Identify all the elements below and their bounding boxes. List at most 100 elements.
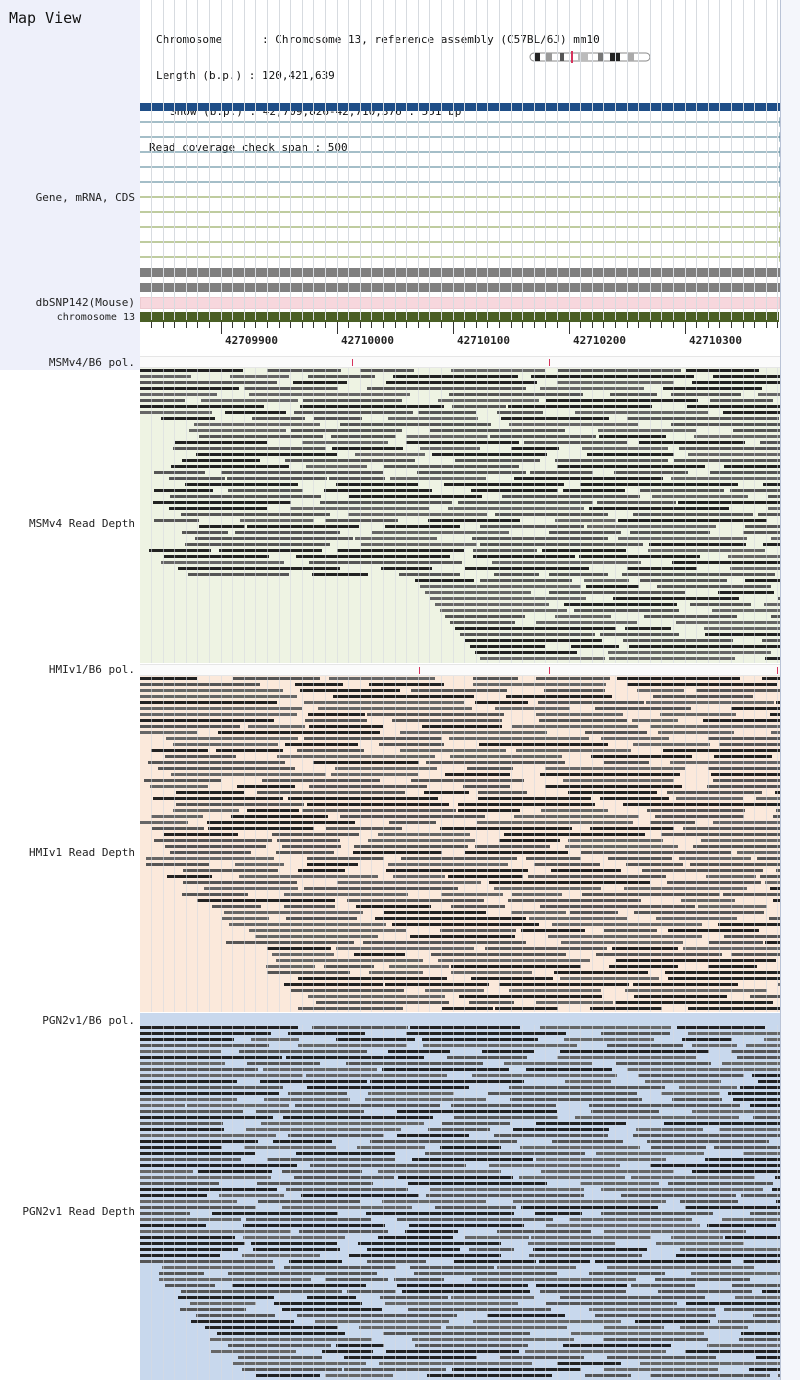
read-bar <box>604 761 649 764</box>
grid-line <box>151 676 152 1012</box>
read-bar <box>707 1224 776 1227</box>
read-bar <box>386 1350 519 1353</box>
read-bar <box>277 755 435 758</box>
axis-tick <box>766 322 767 328</box>
read-bar <box>144 779 221 782</box>
read-bar <box>440 929 516 932</box>
read-bar <box>631 1176 755 1179</box>
read-bar <box>778 597 780 600</box>
grid-line <box>719 676 720 1012</box>
tick-label-3: 42710100 <box>457 334 510 347</box>
read-bar <box>586 585 639 588</box>
axis-tick <box>731 322 732 328</box>
read-bar <box>585 1374 631 1377</box>
msm-pol-track[interactable] <box>140 356 780 368</box>
read-bar <box>406 441 519 444</box>
read-bar <box>246 1218 371 1221</box>
read-bar <box>701 839 780 842</box>
read-bar <box>294 411 413 414</box>
hmi-pol-track[interactable] <box>140 664 780 676</box>
msm-depth-track[interactable] <box>140 368 780 663</box>
read-bar <box>472 537 608 540</box>
axis-tick <box>557 322 558 328</box>
read-bar <box>582 893 720 896</box>
axis-tick <box>441 322 442 328</box>
grid-line <box>186 1025 187 1380</box>
read-bar <box>676 621 780 624</box>
read-bar <box>422 1038 538 1041</box>
read-bar <box>540 1026 671 1029</box>
read-bar <box>637 689 684 692</box>
read-bar <box>410 1026 520 1029</box>
read-bar <box>370 1140 517 1143</box>
read-bar <box>277 839 340 842</box>
read-bar <box>440 609 567 612</box>
read-bar <box>170 851 251 854</box>
pgn-depth-track[interactable] <box>140 1025 780 1380</box>
axis-tick <box>221 322 222 334</box>
grid-line <box>696 0 697 320</box>
read-bar <box>140 701 277 704</box>
grid-line <box>685 0 686 320</box>
read-bar <box>307 857 384 860</box>
read-bar <box>385 1302 518 1305</box>
read-bar <box>634 995 727 998</box>
read-bar <box>189 429 286 432</box>
read-bar <box>635 1320 710 1323</box>
read-bar <box>539 719 627 722</box>
grid-line <box>232 1025 233 1380</box>
grid-line <box>255 0 256 320</box>
read-bar <box>159 1272 204 1275</box>
read-bar <box>508 899 641 902</box>
hmi-depth-track[interactable] <box>140 676 780 1012</box>
read-bar <box>668 1182 773 1185</box>
read-bar <box>622 573 775 576</box>
grid-line <box>766 0 767 320</box>
read-bar <box>435 1206 516 1209</box>
read-bar <box>367 387 526 390</box>
read-bar <box>672 561 780 564</box>
read-bar <box>571 645 619 648</box>
read-bar <box>778 1374 780 1377</box>
read-bar <box>336 483 418 486</box>
grid-line <box>418 676 419 1012</box>
read-bar <box>607 1044 683 1047</box>
grid-line <box>511 676 512 1012</box>
read-bar <box>366 1212 514 1215</box>
read-bar <box>546 1224 700 1227</box>
read-bar <box>731 1050 780 1053</box>
read-bar <box>380 1296 448 1299</box>
grid-line <box>453 1025 454 1380</box>
grid-line <box>371 0 372 320</box>
read-bar <box>656 1242 744 1245</box>
read-bar <box>159 1278 311 1281</box>
read-bar <box>140 1110 243 1113</box>
dbsnp-track[interactable] <box>140 297 780 309</box>
grid-line <box>766 676 767 1012</box>
read-bar <box>580 483 738 486</box>
read-bar <box>393 375 518 378</box>
read-bar <box>140 725 240 728</box>
read-bar <box>688 453 780 456</box>
read-bar <box>454 1260 536 1263</box>
grid-line <box>197 676 198 1012</box>
read-bar <box>653 695 753 698</box>
read-bar <box>150 785 208 788</box>
info-chromosome: Chromosome : Chromosome 13, reference as… <box>156 33 600 46</box>
grid-line <box>221 676 222 1012</box>
read-bar <box>645 1080 721 1083</box>
read-bar <box>478 791 527 794</box>
grid-line <box>615 676 616 1012</box>
chromosome-bar[interactable] <box>140 312 779 322</box>
read-bar <box>431 953 566 956</box>
chromosome-ideogram[interactable] <box>528 51 652 63</box>
read-bar <box>320 501 452 504</box>
read-bar <box>730 567 780 570</box>
pgn-pol-track[interactable] <box>140 1013 780 1025</box>
axis-tick <box>615 322 616 328</box>
read-bar <box>312 573 368 576</box>
grid-line <box>371 676 372 1012</box>
read-bar <box>140 1050 221 1053</box>
grid-line <box>673 368 674 663</box>
read-bar <box>176 791 244 794</box>
